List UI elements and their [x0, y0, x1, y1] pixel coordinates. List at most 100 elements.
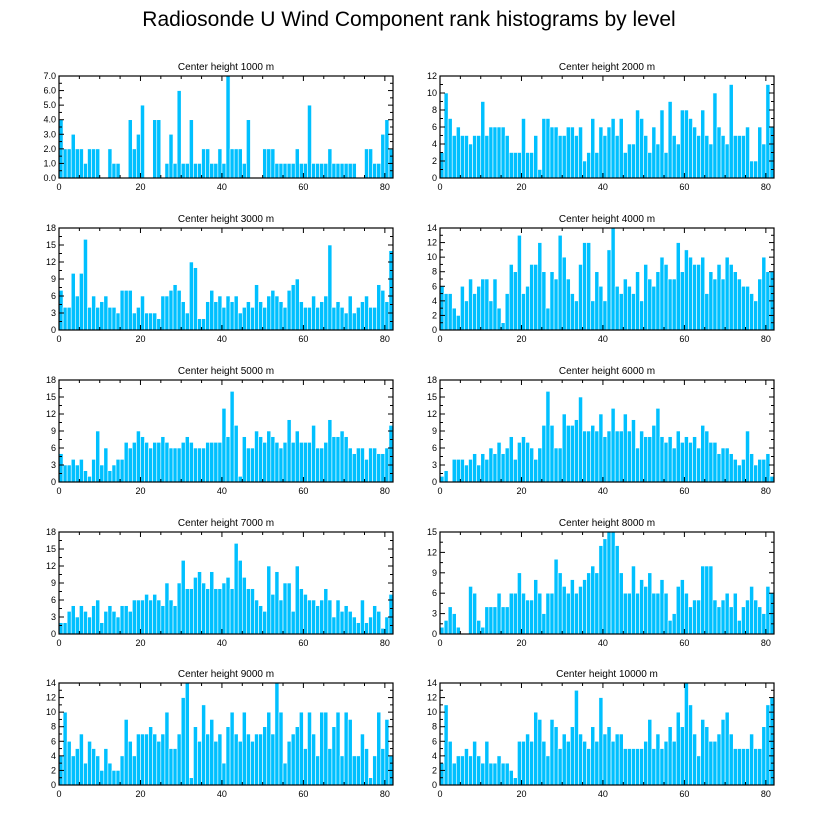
bar: [356, 755, 361, 786]
bar: [225, 726, 231, 786]
bar: [372, 307, 378, 331]
bar: [315, 605, 320, 635]
bar: [327, 599, 333, 635]
bar: [622, 748, 628, 786]
bar: [180, 697, 186, 786]
bar: [168, 290, 174, 331]
bar: [643, 436, 649, 483]
bar: [376, 284, 382, 331]
bar: [680, 579, 685, 635]
bar: [246, 733, 251, 786]
bar: [582, 242, 587, 331]
x-tick-label: 0: [56, 182, 61, 192]
bar: [716, 264, 722, 331]
bar: [380, 453, 386, 483]
bar: [327, 244, 333, 331]
bar: [643, 740, 649, 786]
bar: [119, 459, 125, 483]
bar: [460, 459, 465, 483]
bar: [266, 565, 272, 635]
bar: [262, 307, 268, 331]
bar: [655, 271, 661, 331]
bar: [606, 430, 612, 483]
bar: [492, 606, 498, 635]
bar: [160, 733, 166, 786]
bar: [561, 586, 567, 635]
bar: [388, 250, 394, 331]
bar: [598, 126, 604, 179]
bar: [221, 408, 227, 483]
bar: [635, 748, 640, 786]
bar: [347, 719, 353, 786]
bar: [164, 163, 170, 179]
bar: [586, 430, 592, 483]
bar: [132, 442, 137, 483]
bar: [651, 126, 657, 179]
bar: [254, 733, 259, 786]
bar: [364, 148, 369, 179]
histogram-panel-10: Center height 10000 m 0 20 40 60 80 0 2 4 6 8 10 12 1…: [427, 669, 775, 799]
histogram-panel-1: Center height 1000 m 0 20 40 60 80 0.0 1.0 2.0 3.…: [43, 62, 394, 192]
bar: [70, 755, 76, 786]
bar: [119, 290, 125, 331]
bar: [443, 293, 449, 331]
bar: [83, 163, 88, 179]
bar: [517, 442, 522, 483]
bar: [262, 148, 268, 179]
y-tick-label: 12: [427, 238, 437, 248]
y-tick-label: 3: [51, 460, 56, 470]
bar: [537, 242, 543, 331]
bar: [517, 572, 522, 635]
bar: [79, 273, 84, 331]
bar: [176, 90, 182, 179]
bar: [127, 740, 133, 786]
x-tick-label: 60: [679, 789, 689, 799]
bar: [525, 442, 530, 483]
bar: [233, 425, 239, 483]
bar: [87, 740, 92, 786]
bar: [496, 592, 502, 635]
bar: [737, 135, 742, 179]
bar: [299, 711, 304, 786]
bar: [745, 430, 750, 483]
bar: [618, 733, 624, 786]
bar: [91, 748, 96, 786]
x-tick-label: 40: [598, 334, 608, 344]
bar: [570, 726, 575, 786]
bar: [356, 622, 361, 635]
bar: [460, 755, 465, 786]
y-tick-label: 0: [432, 325, 437, 335]
y-tick-label: 18: [46, 527, 56, 537]
bar: [533, 711, 539, 786]
y-tick-label: 6: [51, 736, 56, 746]
bar: [574, 135, 579, 179]
bar: [319, 711, 325, 786]
bar: [335, 436, 341, 483]
bar: [107, 148, 113, 179]
bar: [500, 762, 506, 786]
bar: [627, 430, 632, 483]
bar: [631, 419, 636, 483]
bar: [582, 430, 587, 483]
bar: [282, 582, 288, 635]
bar: [704, 726, 710, 786]
bar: [351, 755, 357, 786]
bar: [643, 264, 649, 331]
bar: [472, 453, 477, 483]
bar: [688, 704, 693, 786]
bar: [618, 430, 624, 483]
bar: [700, 256, 706, 331]
bar: [127, 290, 133, 331]
bar: [168, 599, 174, 635]
bar: [541, 613, 547, 635]
bar: [87, 476, 92, 483]
bar: [201, 582, 206, 635]
bar: [372, 605, 378, 635]
bar: [274, 571, 280, 635]
x-tick-label: 0: [56, 789, 61, 799]
bar: [282, 762, 288, 786]
bar: [213, 301, 219, 331]
x-tick-label: 20: [135, 486, 145, 496]
bar: [631, 748, 636, 786]
bar: [111, 464, 117, 483]
